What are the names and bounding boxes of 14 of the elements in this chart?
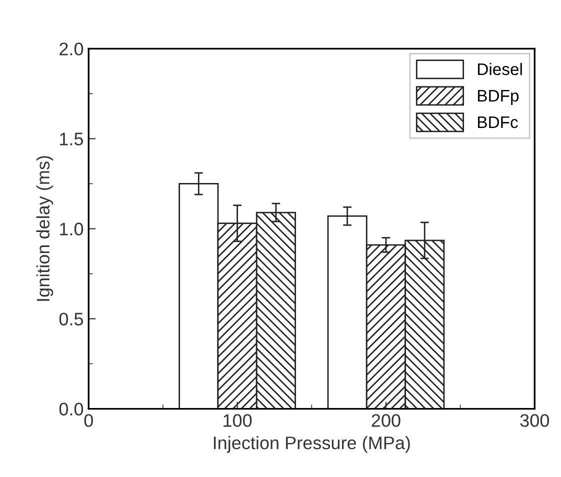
x-tick-label: 100 bbox=[224, 414, 252, 427]
y-tick-label: 0.5 bbox=[59, 312, 84, 326]
x-axis-title: Injection Pressure (MPa) bbox=[214, 436, 410, 453]
legend-label: BDFc bbox=[478, 116, 518, 128]
x-tick-label: 300 bbox=[520, 414, 549, 427]
y-tick-label: 1.5 bbox=[60, 132, 84, 146]
y-axis-title: Ignition delay (ms) bbox=[36, 156, 54, 301]
legend-label: BDFp bbox=[478, 90, 519, 105]
x-tick-label: 0 bbox=[84, 414, 93, 427]
legend-label: Diesel bbox=[478, 62, 522, 76]
x-tick-label: 200 bbox=[372, 414, 400, 427]
y-tick-label: 1.0 bbox=[60, 222, 84, 236]
y-tick-label: 0.0 bbox=[59, 402, 84, 416]
y-tick-label: 2.0 bbox=[60, 42, 84, 56]
